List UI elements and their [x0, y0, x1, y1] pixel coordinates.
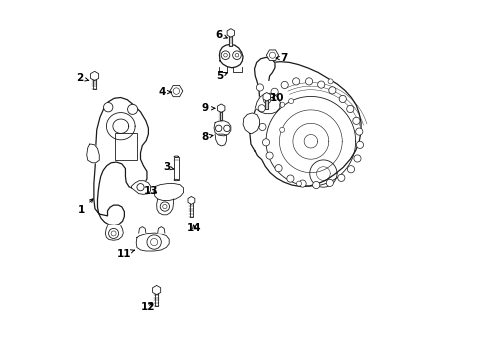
Text: 2: 2: [76, 73, 89, 83]
Bar: [174, 157, 178, 180]
Polygon shape: [215, 134, 226, 146]
Circle shape: [263, 96, 270, 104]
Polygon shape: [254, 57, 274, 81]
Ellipse shape: [174, 156, 178, 157]
Polygon shape: [90, 71, 99, 81]
Circle shape: [108, 228, 119, 238]
Circle shape: [312, 181, 319, 189]
Circle shape: [292, 78, 299, 85]
Circle shape: [325, 179, 333, 186]
Polygon shape: [158, 226, 164, 233]
Circle shape: [265, 152, 273, 159]
Circle shape: [286, 175, 293, 182]
Circle shape: [352, 117, 359, 125]
Circle shape: [337, 174, 344, 181]
Circle shape: [232, 51, 241, 59]
Text: 5: 5: [215, 71, 227, 81]
Circle shape: [127, 104, 137, 114]
Polygon shape: [243, 113, 259, 134]
Circle shape: [163, 204, 167, 209]
Circle shape: [111, 231, 116, 236]
Circle shape: [353, 155, 360, 162]
Polygon shape: [266, 50, 278, 60]
Polygon shape: [105, 226, 123, 240]
Polygon shape: [131, 181, 150, 194]
Circle shape: [173, 88, 179, 94]
Circle shape: [223, 125, 230, 132]
Circle shape: [279, 127, 284, 132]
Polygon shape: [136, 233, 169, 251]
Polygon shape: [139, 226, 145, 233]
Circle shape: [355, 128, 362, 135]
Text: 4: 4: [158, 87, 171, 97]
Circle shape: [235, 53, 238, 57]
Circle shape: [258, 123, 265, 131]
Text: 1: 1: [78, 199, 93, 216]
Polygon shape: [156, 199, 173, 215]
Text: 6: 6: [215, 30, 227, 40]
Polygon shape: [217, 104, 224, 113]
Circle shape: [215, 125, 222, 132]
Polygon shape: [187, 197, 194, 204]
Circle shape: [270, 88, 278, 95]
Bar: [93, 76, 96, 89]
Circle shape: [317, 81, 324, 88]
Text: 14: 14: [186, 224, 201, 233]
Circle shape: [258, 105, 265, 112]
Circle shape: [356, 141, 363, 148]
Polygon shape: [219, 44, 243, 68]
Polygon shape: [255, 93, 280, 114]
Circle shape: [223, 53, 227, 57]
Circle shape: [160, 202, 169, 211]
Polygon shape: [86, 144, 99, 163]
Text: 9: 9: [201, 103, 214, 113]
Polygon shape: [263, 93, 270, 101]
Bar: [155, 290, 158, 306]
Text: 10: 10: [269, 93, 284, 103]
Circle shape: [256, 84, 263, 91]
Text: 11: 11: [117, 248, 134, 258]
Bar: [115, 134, 137, 160]
Polygon shape: [152, 285, 161, 295]
Circle shape: [274, 165, 282, 172]
Polygon shape: [233, 67, 241, 72]
Polygon shape: [214, 121, 230, 136]
Text: 13: 13: [144, 186, 158, 196]
Bar: [229, 33, 232, 45]
Bar: [190, 201, 192, 217]
Polygon shape: [94, 98, 148, 226]
Polygon shape: [154, 184, 183, 201]
Circle shape: [339, 95, 346, 103]
Circle shape: [288, 99, 293, 104]
Text: 3: 3: [163, 162, 174, 172]
Circle shape: [269, 52, 275, 58]
Polygon shape: [227, 29, 234, 37]
Circle shape: [147, 235, 161, 249]
Circle shape: [328, 87, 335, 94]
Circle shape: [281, 81, 287, 89]
Circle shape: [150, 238, 158, 246]
Circle shape: [327, 79, 332, 84]
Circle shape: [346, 105, 353, 113]
Circle shape: [103, 103, 113, 112]
Polygon shape: [169, 85, 183, 96]
Bar: [265, 97, 267, 109]
Ellipse shape: [174, 179, 178, 181]
Circle shape: [137, 184, 144, 191]
Circle shape: [298, 180, 305, 187]
Text: 8: 8: [201, 132, 212, 142]
Polygon shape: [249, 62, 360, 186]
Circle shape: [296, 181, 301, 186]
Circle shape: [346, 166, 354, 173]
Text: 12: 12: [140, 302, 155, 312]
Polygon shape: [218, 67, 227, 72]
Text: 7: 7: [276, 53, 287, 63]
Circle shape: [305, 78, 312, 85]
Circle shape: [279, 102, 284, 107]
Circle shape: [221, 51, 229, 59]
Circle shape: [262, 139, 269, 146]
Bar: [220, 108, 222, 120]
